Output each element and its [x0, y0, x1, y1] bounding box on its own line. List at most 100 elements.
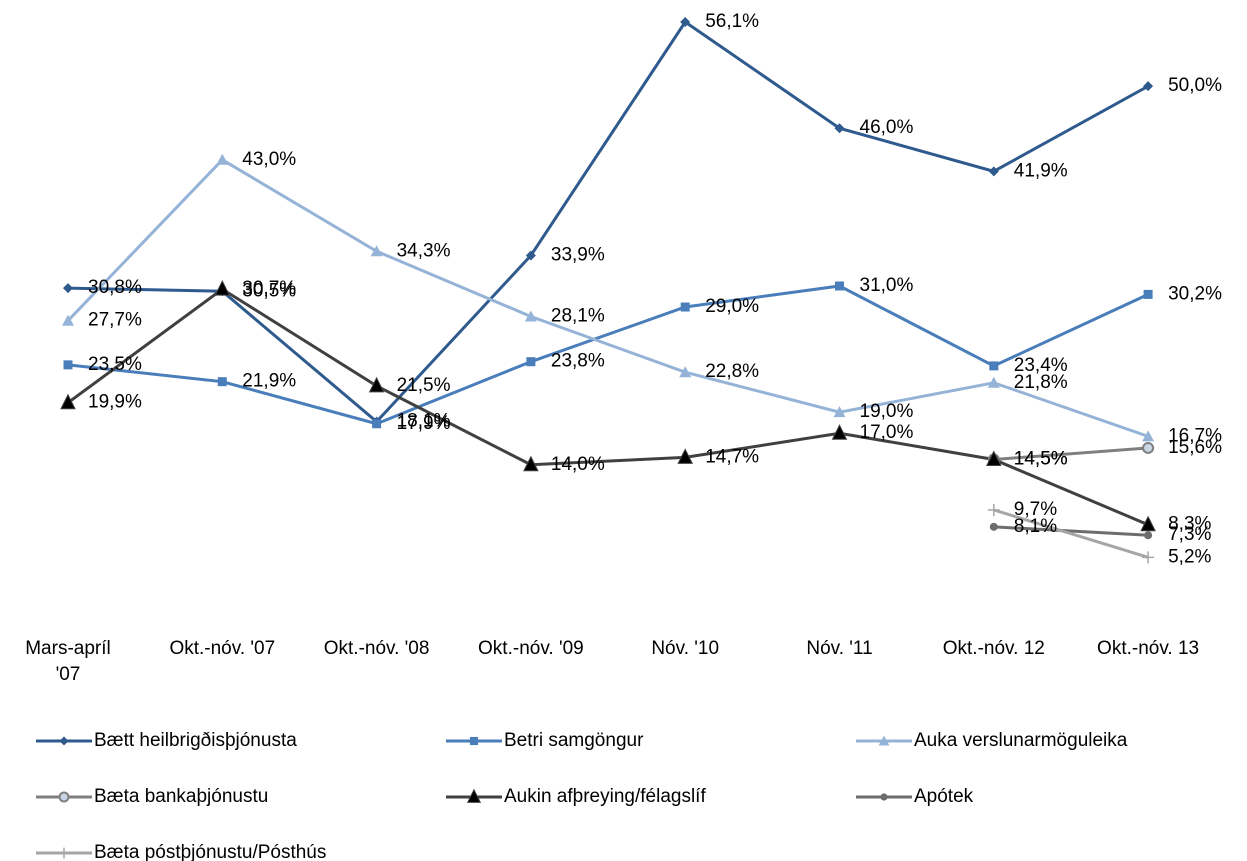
series-line: [66, 157, 1149, 438]
marker: [987, 503, 1000, 516]
x-tick-label: Nóv. '10: [651, 638, 720, 659]
x-tick-label: Mars-apríl '07: [25, 638, 111, 685]
x-tick-label: Okt.-nóv. '09: [478, 638, 584, 659]
legend-item: Bætt heilbrigðisþjónusta: [36, 730, 297, 751]
marker: [988, 166, 999, 177]
data-label: 50,0%: [1168, 75, 1222, 96]
marker: [523, 455, 539, 472]
data-label: 30,5%: [242, 280, 296, 301]
x-tick-label: Nóv. '11: [806, 638, 873, 659]
marker: [59, 736, 69, 746]
series-line: [993, 446, 1149, 462]
data-label: 29,0%: [705, 296, 759, 317]
marker: [833, 406, 846, 418]
data-label: 23,4%: [1014, 355, 1068, 376]
marker: [216, 153, 229, 165]
marker: [1140, 515, 1156, 532]
data-label: 14,0%: [551, 454, 605, 475]
marker: [831, 424, 848, 440]
marker: [1142, 551, 1155, 564]
legend-item: Betri samgöngur: [446, 730, 644, 751]
data-label: 14,5%: [1014, 449, 1068, 470]
legend-item: Apótek: [856, 786, 974, 807]
data-label: 21,5%: [397, 375, 451, 396]
marker: [60, 393, 76, 410]
series-line: [67, 19, 1149, 424]
legend-label: Auka verslunarmöguleika: [914, 730, 1128, 751]
legend-label: Bæta póstþjónustu/Pósthús: [94, 842, 326, 861]
marker: [989, 361, 999, 371]
data-label: 30,8%: [88, 277, 142, 298]
data-label: 8,3%: [1168, 514, 1211, 535]
marker: [372, 419, 382, 429]
data-label: 7,3%: [1168, 524, 1211, 545]
marker: [63, 283, 73, 294]
data-label: 19,9%: [88, 392, 142, 413]
series-line: [67, 284, 1149, 426]
marker: [680, 302, 690, 312]
data-label: 27,7%: [88, 310, 142, 331]
marker: [525, 250, 536, 261]
data-label: 21,9%: [242, 371, 296, 392]
data-label: 14,7%: [705, 446, 759, 467]
series-line: [67, 287, 1149, 527]
legend-label: Aukin afþreying/félagslíf: [504, 786, 706, 807]
data-label: 22,8%: [705, 361, 759, 382]
marker: [878, 735, 890, 746]
data-label: 17,9%: [397, 413, 451, 434]
data-label: 23,5%: [88, 354, 142, 375]
marker: [466, 788, 482, 803]
data-label: 16,7%: [1168, 425, 1222, 446]
x-tick-label: Okt.-nóv. '07: [169, 638, 276, 659]
data-label: 21,8%: [1014, 372, 1068, 393]
data-label: 46,0%: [860, 117, 914, 138]
data-label: 28,1%: [551, 305, 605, 326]
data-label: 15,6%: [1168, 437, 1222, 458]
marker: [985, 450, 1002, 467]
data-label: 43,0%: [242, 149, 296, 170]
marker: [987, 376, 1000, 388]
marker: [63, 360, 73, 370]
legend-label: Betri samgöngur: [504, 730, 644, 751]
marker: [526, 357, 536, 367]
data-label: 9,7%: [1014, 499, 1057, 520]
legend-label: Bætt heilbrigðisþjónusta: [94, 730, 297, 751]
x-tick-label: Okt.-nóv. 13: [1097, 638, 1200, 659]
marker: [835, 281, 844, 291]
data-label: 34,3%: [397, 240, 451, 261]
marker: [1144, 531, 1153, 540]
marker: [677, 448, 694, 464]
marker: [1142, 430, 1155, 442]
data-label: 56,1%: [705, 11, 759, 32]
marker: [217, 377, 227, 387]
marker: [679, 366, 692, 378]
marker: [62, 314, 74, 326]
legend-item: Bæta póstþjónustu/Pósthús: [36, 842, 326, 861]
data-label: 14,5%: [1014, 449, 1068, 470]
data-label: 30,2%: [1168, 283, 1222, 304]
marker: [469, 736, 479, 746]
marker: [1143, 81, 1154, 92]
data-label: 30,7%: [242, 278, 296, 299]
data-label: 23,8%: [551, 351, 605, 372]
data-label: 31,0%: [860, 275, 914, 296]
data-label: 19,0%: [860, 401, 914, 422]
legend-label: Bæta bankaþjónustu: [94, 786, 268, 807]
data-label: 17,0%: [860, 422, 914, 443]
marker: [1142, 441, 1155, 454]
marker: [58, 847, 70, 859]
legend-label: Apótek: [914, 786, 974, 807]
marker: [58, 791, 70, 803]
marker: [214, 280, 231, 296]
series-line: [993, 508, 1149, 559]
legend-item: Bæta bankaþjónustu: [36, 786, 268, 807]
data-label: 8,1%: [1014, 516, 1057, 537]
marker: [680, 17, 691, 28]
data-label: 5,2%: [1168, 546, 1211, 567]
series-line: [993, 525, 1149, 537]
marker: [989, 522, 998, 531]
marker: [834, 123, 845, 134]
legend-item: Aukin afþreying/félagslíf: [446, 786, 706, 807]
